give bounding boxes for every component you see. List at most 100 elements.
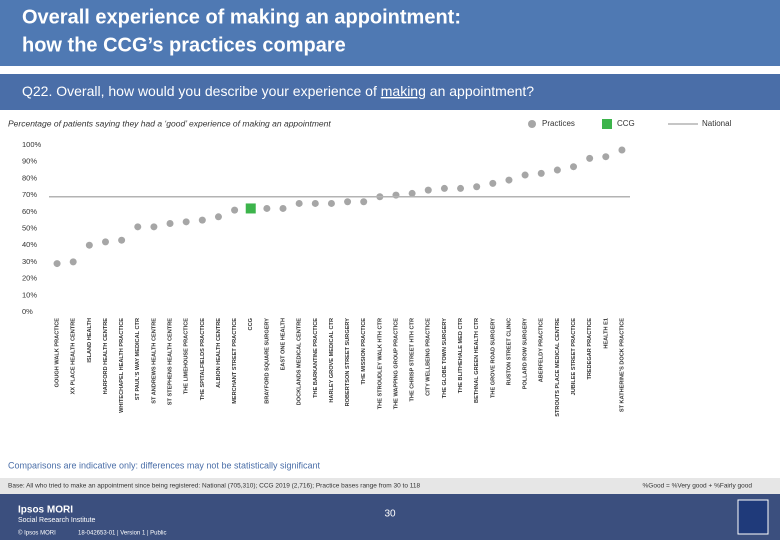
practice-dot (537, 169, 545, 177)
legend-label: National (702, 119, 732, 128)
x-tick-label: ST PAUL'S WAY MEDICAL CTR (135, 318, 141, 400)
question: Q22. Overall, how would you describe you… (22, 83, 534, 99)
title-line: Overall experience of making an appointm… (22, 6, 461, 28)
x-tick-label: STROUTS PLACE MEDICAL CENTRE (555, 318, 561, 417)
x-tick-label: HARFORD HEALTH CENTRE (103, 318, 109, 395)
practice-dot (69, 258, 77, 266)
practice-dot (182, 218, 190, 226)
legend-label: Practices (542, 119, 575, 128)
x-tick-label: ST ANDREWS HEALTH CENTRE (151, 318, 157, 404)
y-tick-label: 100% (22, 140, 42, 149)
practice-dot (521, 171, 529, 179)
org-name: Ipsos MORI (18, 505, 73, 516)
x-tick-label: ROBERTSON STREET SURGERY (345, 318, 351, 407)
practice-dot (392, 191, 400, 199)
legend-swatch (602, 119, 612, 129)
practice-dot (473, 183, 481, 191)
practice-dot (214, 213, 222, 221)
practice-dot (311, 199, 319, 207)
plot: 0% 10% 20% 30% 40% 50% 60% 70% 80% 90% 100% GOUGH W… (22, 119, 732, 417)
x-tick-label: THE WAPPING GROUP PRACTICE (393, 318, 399, 410)
question-band (0, 74, 780, 110)
x-tick-label: HARLEY GROVE MEDICAL CTR (329, 318, 335, 403)
question-part: Q22. Overall, how would you describe you… (22, 83, 381, 99)
y-tick-label: 90% (22, 157, 37, 166)
practice-dot (408, 189, 416, 197)
copyright: © Ipsos MORI (18, 530, 56, 537)
org-sub: Social Research Institute (18, 517, 96, 524)
chart-subtitle: Percentage of patients saying they had a… (8, 118, 331, 128)
practice-dot (553, 166, 561, 174)
practice-dot (53, 260, 61, 268)
practice-dot (150, 223, 158, 231)
practice-dot (231, 206, 239, 214)
y-tick-label: 70% (22, 190, 37, 199)
y-tick-label: 80% (22, 173, 37, 182)
x-tick-label: RUSTON STREET CLINIC (506, 318, 512, 385)
title-band (0, 0, 780, 66)
x-tick-label: ISLAND HEALTH (87, 318, 93, 363)
x-tick-label: THE BLITHEHALE MED CTR (458, 318, 464, 393)
x-tick-label: THE STROUDLEY WALK HTH CTR (377, 318, 383, 409)
practice-dot (344, 198, 352, 206)
x-tick-label: ABERFELDY PRACTICE (539, 318, 545, 382)
practice-dot (118, 236, 126, 244)
x-tick-label: CITY WELLBEING PRACTICE (426, 318, 432, 396)
y-tick-label: 30% (22, 257, 37, 266)
x-tick-label: TREDEGAR PRACTICE (587, 318, 593, 380)
practice-dot (457, 184, 465, 192)
practice-dot (586, 154, 594, 162)
base-band (0, 478, 780, 494)
y-tick-label: 50% (22, 223, 37, 232)
practice-dot (424, 186, 432, 194)
practice-dot (134, 223, 142, 231)
x-tick-label: THE GLOBE TOWN SURGERY (442, 318, 448, 398)
x-tick-label: HEALTH E1 (603, 318, 609, 349)
practice-dot (489, 179, 497, 187)
practice-dot (505, 176, 513, 184)
question-part: an appointment? (426, 83, 534, 99)
practice-dot (85, 241, 93, 249)
legend-label: CCG (617, 119, 635, 128)
ccg-marker (245, 203, 256, 214)
x-tick-label: GOUGH WALK PRACTICE (55, 318, 61, 388)
practice-dot (279, 204, 287, 212)
practice-dot (570, 163, 578, 171)
legend-swatch (528, 120, 536, 128)
x-tick-label: POLLARD ROW SURGERY (523, 318, 529, 390)
x-tick-label: BETHNAL GREEN HEALTH CTR (474, 318, 480, 403)
note: Comparisons are indicative only: differe… (8, 460, 320, 470)
x-tick-label: ST KATHERINE'S DOCK PRACTICE (619, 318, 625, 412)
definition: %Good = %Very good + %Fairly good (643, 483, 753, 490)
x-tick-label: THE SPITALFIELDS PRACTICE (200, 318, 206, 401)
x-tick-label: JUBILEE STREET PRACTICE (571, 318, 577, 396)
practice-dot (263, 204, 271, 212)
logo (737, 499, 769, 535)
practice-dot (618, 146, 626, 154)
y-tick-label: 0% (22, 307, 33, 316)
base-text: Base: All who tried to make an appointme… (8, 483, 421, 490)
x-tick-label: ALBION HEALTH CENTRE (216, 318, 222, 388)
practice-dot (327, 199, 335, 207)
x-tick-label: THE CHRISP STREET HTH CTR (410, 318, 416, 402)
practice-dot (198, 216, 206, 224)
x-tick-label: DOCKLANDS MEDICAL CENTRE (297, 318, 303, 405)
x-tick-label: ST STEPHENS HEALTH CENTRE (168, 318, 174, 405)
x-tick-label: THE MISSION PRACTICE (361, 318, 367, 385)
x-tick-label: BRAYFORD SQUARE SURGERY (264, 318, 270, 404)
practice-dot (440, 184, 448, 192)
x-tick-label: THE BARKANTINE PRACTICE (313, 318, 319, 398)
question-part: making (381, 83, 426, 99)
x-tick-label: XX PLACE HEALTH CENTRE (71, 318, 77, 395)
practice-dot (166, 219, 174, 227)
x-tick-label: THE GROVE ROAD SURGERY (490, 318, 496, 398)
page-number: 30 (384, 509, 396, 520)
title-line: how the CCG’s practices compare (22, 34, 346, 56)
job-number: 18-042653-01 | Version 1 | Public (78, 531, 167, 537)
practice-dot (295, 199, 303, 207)
practice-dot (360, 198, 368, 206)
y-tick-label: 10% (22, 290, 37, 299)
practice-dot (602, 153, 610, 161)
y-tick-label: 40% (22, 240, 37, 249)
x-tick-label: CCG (248, 318, 254, 330)
